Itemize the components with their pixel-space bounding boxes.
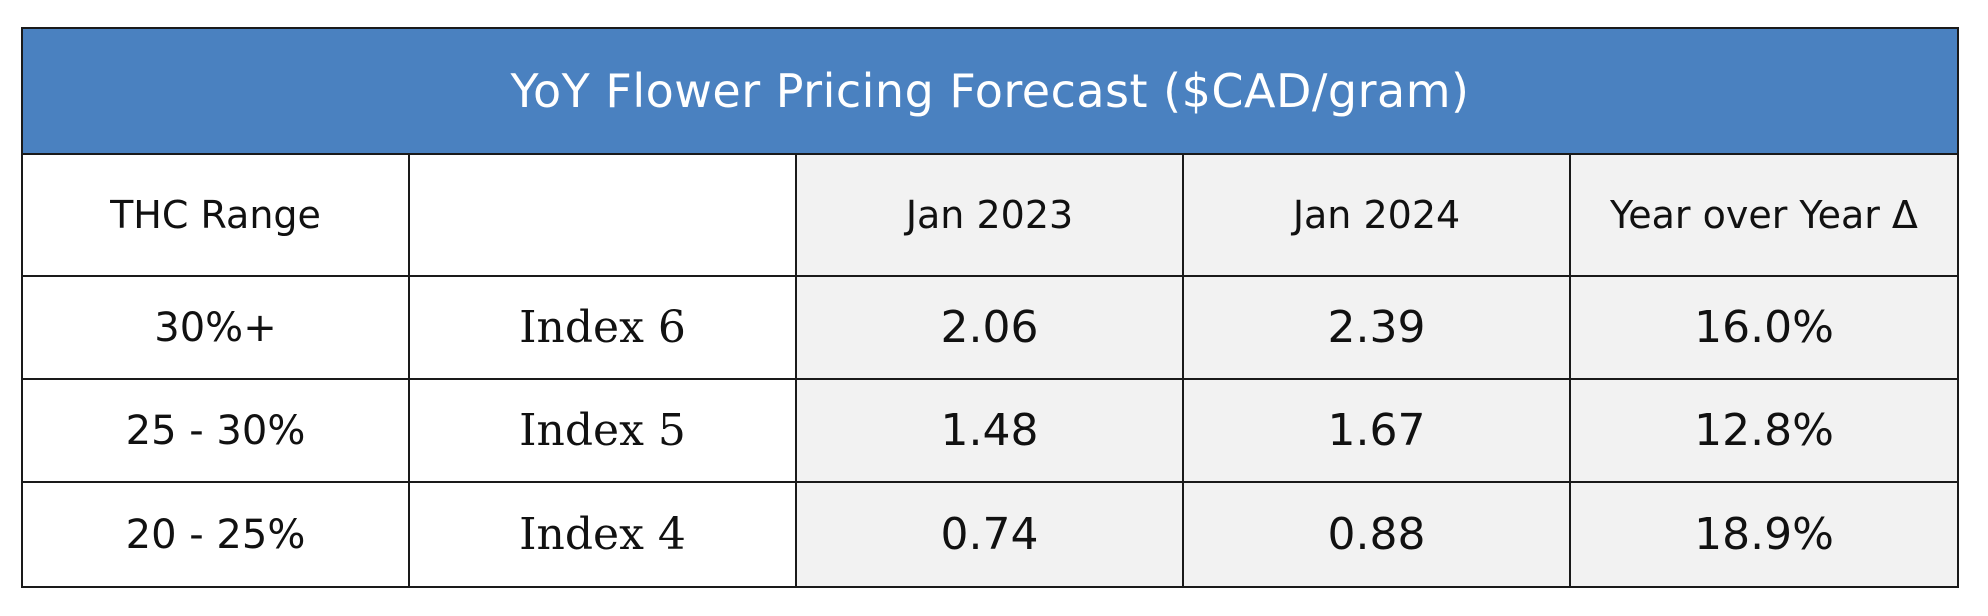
header-yoy-change: Year over Year Δ bbox=[1571, 155, 1957, 277]
row-1-jan-2023: 2.06 bbox=[797, 277, 1184, 380]
table-grid: THC Range Jan 2023 Jan 2024 Year over Ye… bbox=[23, 155, 1957, 586]
row-1-thc-range: 30%+ bbox=[23, 277, 410, 380]
row-3-index: Index 4 bbox=[410, 483, 797, 586]
header-thc-range: THC Range bbox=[23, 155, 410, 277]
row-3-jan-2023: 0.74 bbox=[797, 483, 1184, 586]
row-2-index: Index 5 bbox=[410, 380, 797, 483]
row-2-thc-range: 25 - 30% bbox=[23, 380, 410, 483]
row-2-jan-2023: 1.48 bbox=[797, 380, 1184, 483]
row-2-yoy: 12.8% bbox=[1571, 380, 1957, 483]
header-jan-2023: Jan 2023 bbox=[797, 155, 1184, 277]
row-3-yoy: 18.9% bbox=[1571, 483, 1957, 586]
row-3-jan-2024: 0.88 bbox=[1184, 483, 1571, 586]
header-index bbox=[410, 155, 797, 277]
pricing-forecast-table: YoY Flower Pricing Forecast ($CAD/gram) … bbox=[21, 27, 1959, 588]
row-2-jan-2024: 1.67 bbox=[1184, 380, 1571, 483]
table-title: YoY Flower Pricing Forecast ($CAD/gram) bbox=[23, 29, 1957, 155]
header-jan-2024: Jan 2024 bbox=[1184, 155, 1571, 277]
row-1-index: Index 6 bbox=[410, 277, 797, 380]
row-1-jan-2024: 2.39 bbox=[1184, 277, 1571, 380]
row-3-thc-range: 20 - 25% bbox=[23, 483, 410, 586]
row-1-yoy: 16.0% bbox=[1571, 277, 1957, 380]
